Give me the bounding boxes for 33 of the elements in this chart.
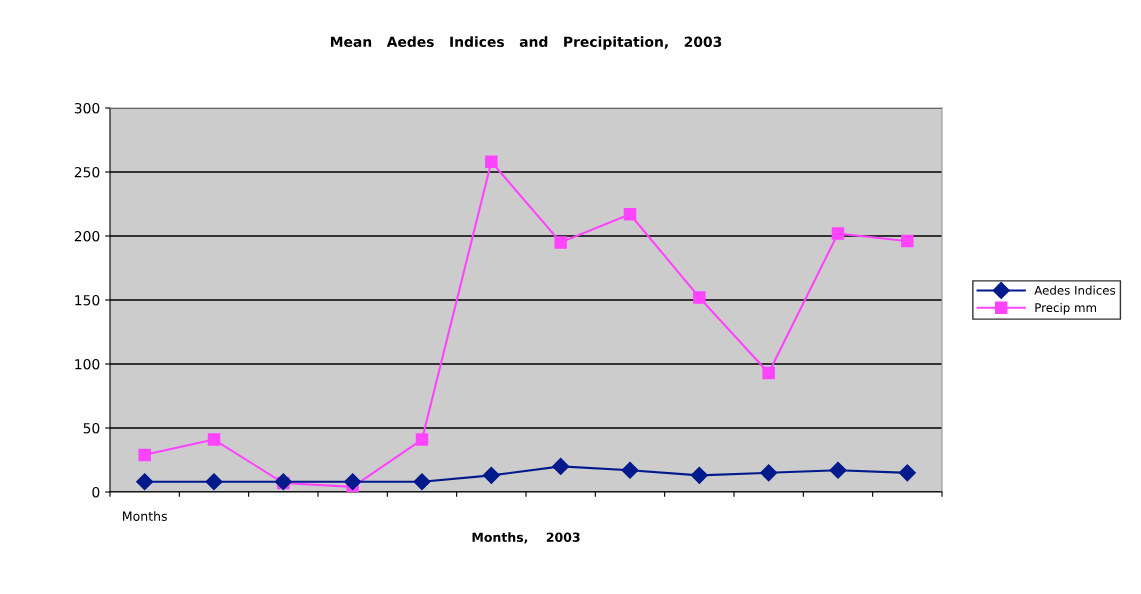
point [205, 473, 223, 491]
x-tick-label: Months [123, 511, 167, 521]
point [621, 461, 639, 479]
point [831, 227, 845, 240]
y-tick-label: 0 [92, 486, 100, 498]
point [415, 433, 429, 446]
y-tick-label: 300 [74, 102, 100, 114]
y-tick-label: 50 [83, 422, 100, 434]
y-tick-label: 150 [75, 294, 100, 306]
chart-title: Mean Aedes Indices and Precipitation, 2003 [330, 36, 722, 50]
point [136, 473, 154, 491]
point [762, 366, 775, 380]
point [413, 473, 431, 491]
y-tick-label: 200 [74, 230, 100, 242]
point [693, 291, 706, 304]
y-tick-label: 100 [75, 358, 100, 370]
point [760, 464, 778, 482]
x-axis-title: Months, 2003 [472, 532, 580, 544]
legend-label: Precip mm [1035, 302, 1097, 315]
y-tick-label: 250 [74, 166, 100, 178]
point [690, 466, 708, 484]
point [138, 448, 151, 462]
point [552, 457, 570, 475]
point [898, 464, 916, 482]
point [344, 473, 362, 491]
point [623, 207, 637, 221]
legend-label: Aedes Indices [1034, 285, 1116, 295]
point [482, 466, 500, 484]
point [829, 461, 847, 479]
point [901, 234, 914, 248]
point [485, 155, 498, 169]
point [554, 236, 567, 249]
point [207, 433, 221, 446]
